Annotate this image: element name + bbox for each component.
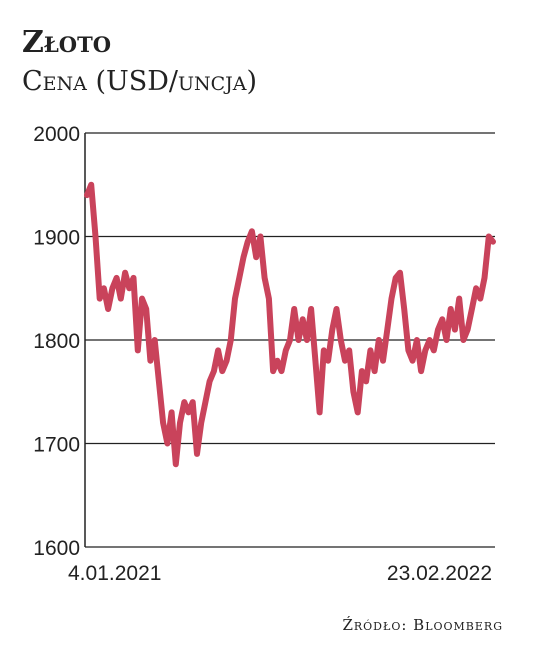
price-line — [84, 181, 496, 468]
y-tick-label: 1800 — [33, 330, 80, 353]
chart-title: Złoto — [22, 25, 111, 60]
y-tick-label: 1600 — [33, 537, 80, 560]
source: Źródło: Bloomberg — [342, 616, 503, 634]
x-tick-label: 23.02.2022 — [387, 562, 492, 585]
y-tick-label: 1700 — [33, 434, 80, 457]
y-tick-label: 2000 — [33, 123, 80, 146]
x-tick-label: 4.01.2021 — [68, 562, 161, 585]
chart-subtitle: Cena (USD/uncja) — [22, 66, 257, 97]
y-tick-label: 1900 — [33, 227, 80, 250]
